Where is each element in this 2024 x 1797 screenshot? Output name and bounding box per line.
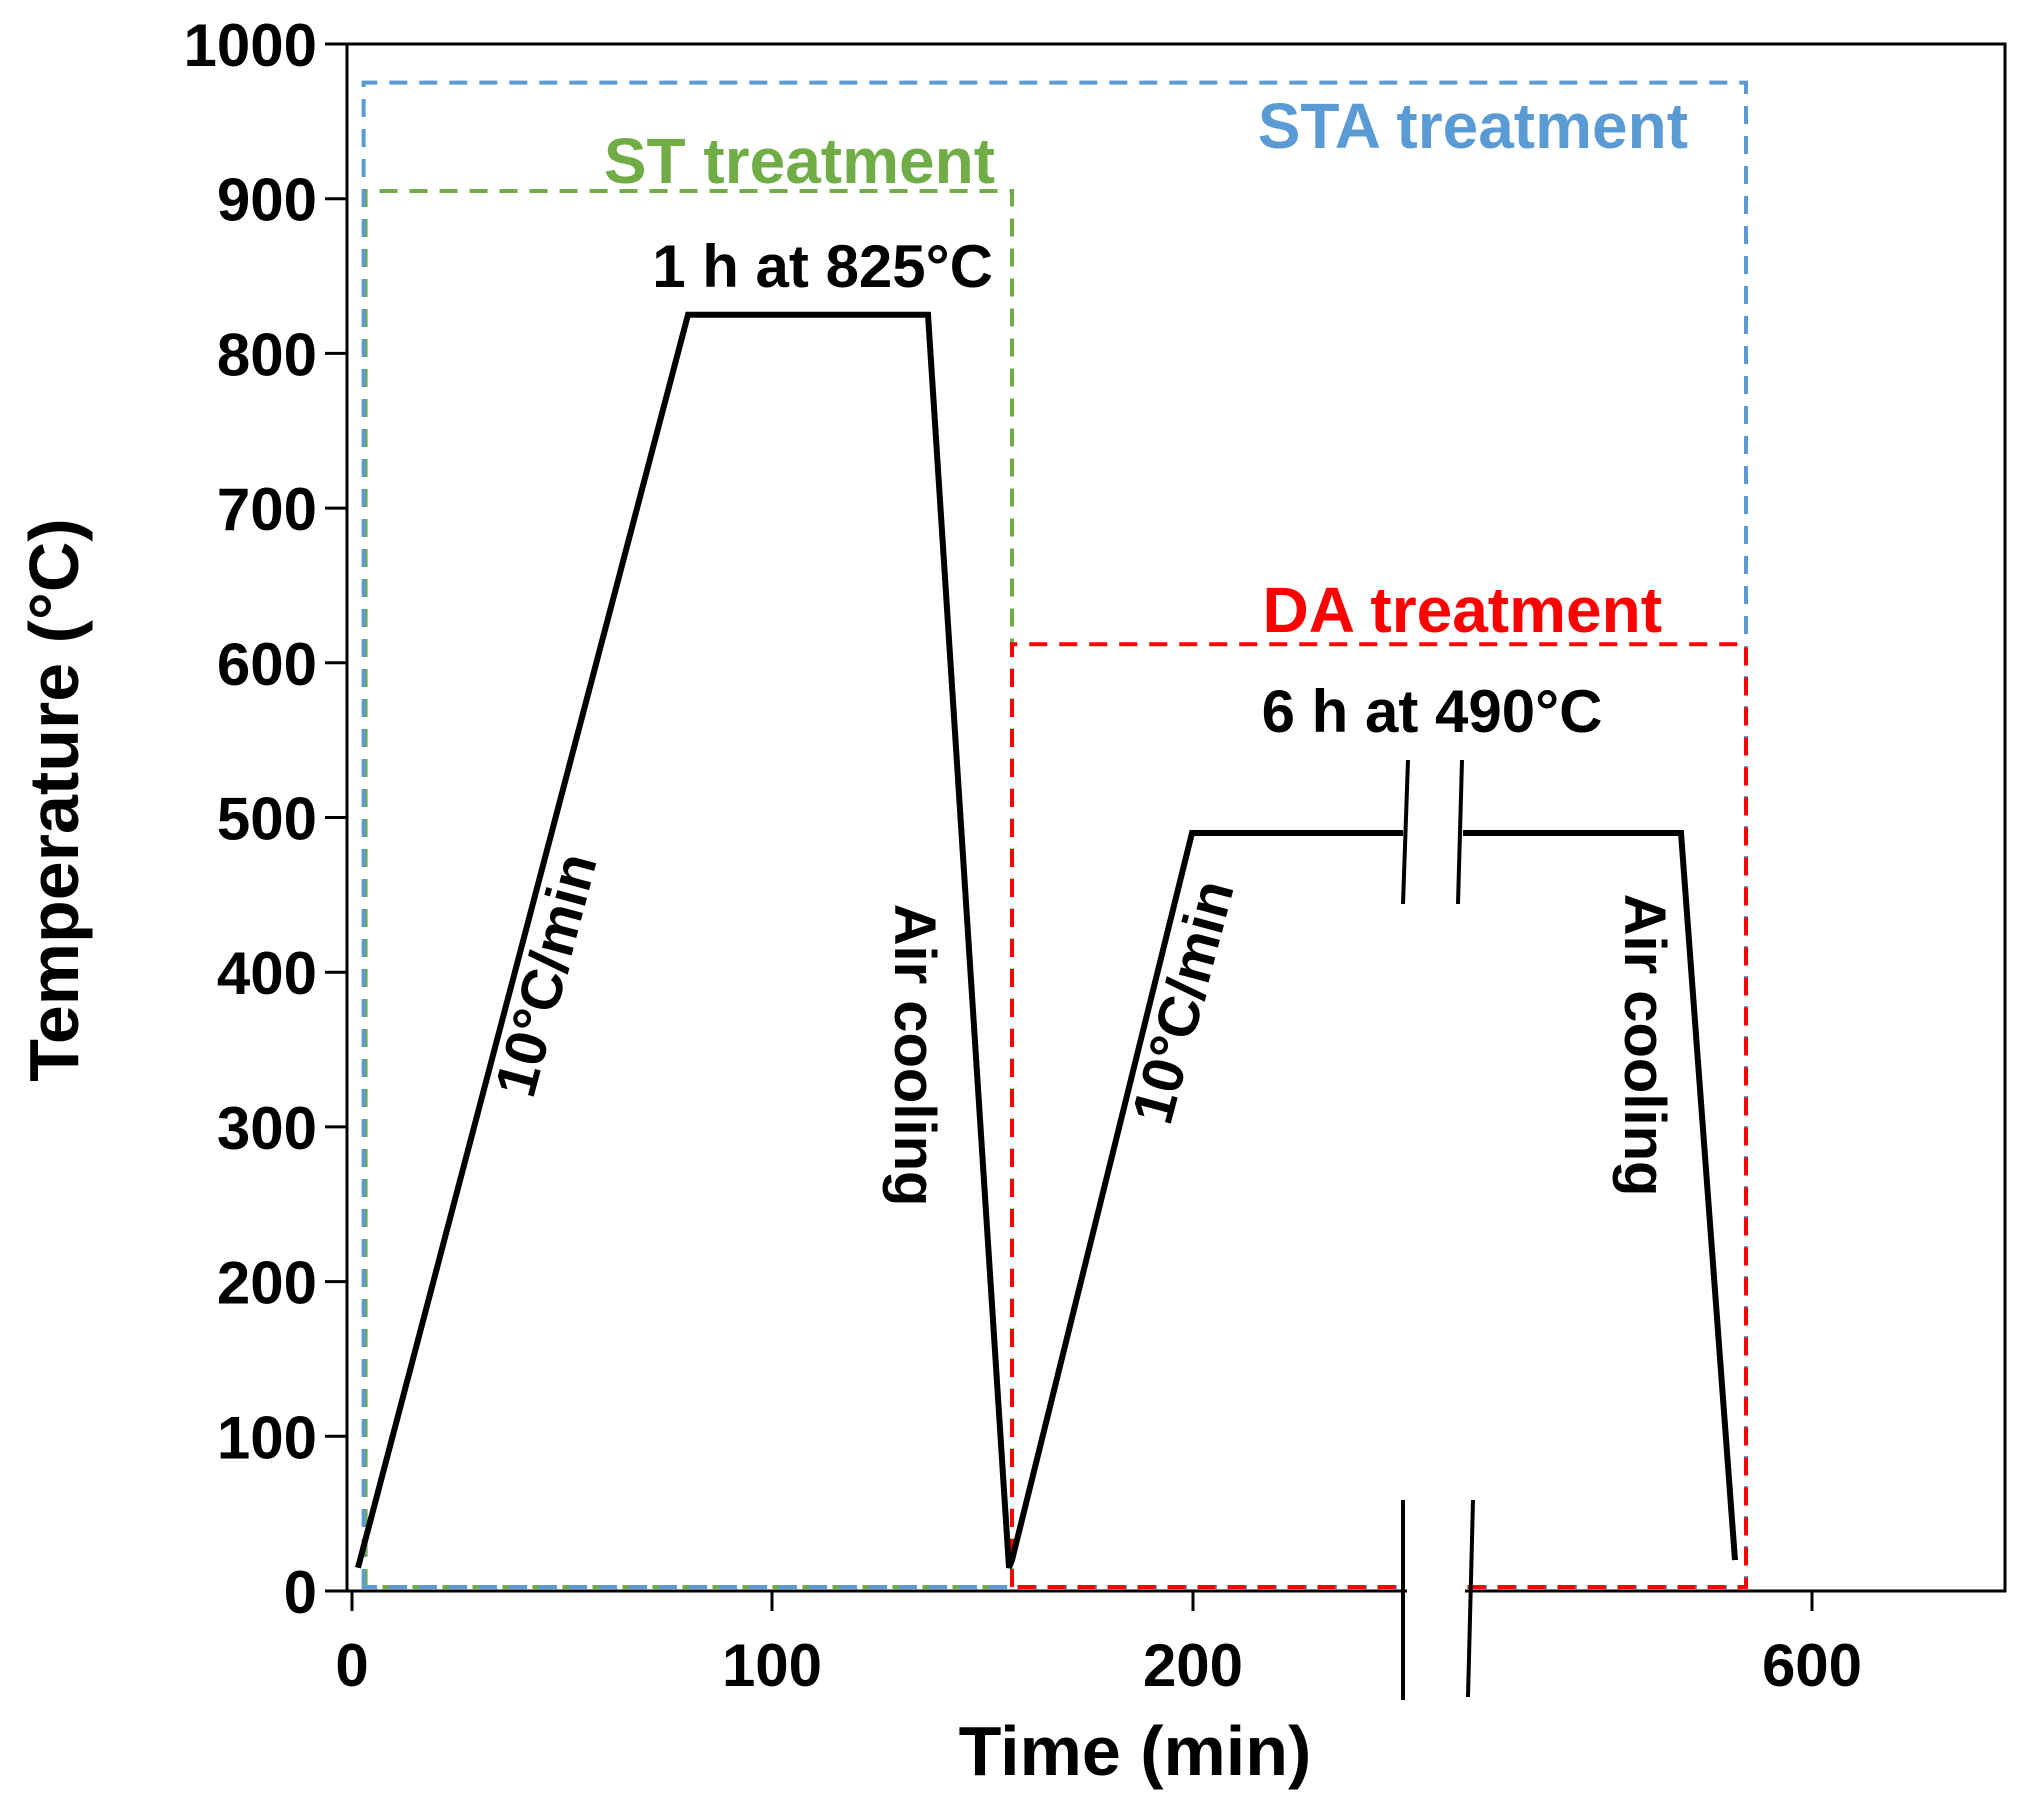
da-hold-label: 6 h at 490°C: [1262, 678, 1603, 745]
x-axis: 0 100 200 600: [335, 1591, 1862, 1699]
x-tick-label: 0: [335, 1632, 368, 1699]
x-tick-label: 200: [1143, 1632, 1243, 1699]
x-axis-break-mark: [1466, 1499, 1475, 1698]
st-cooling-label: Air cooling: [882, 904, 947, 1207]
x-axis-break-gap: [1407, 1585, 1465, 1597]
y-tick-label: 800: [217, 321, 317, 388]
y-tick-label: 200: [217, 1250, 317, 1317]
axis-breaks: [1401, 759, 1475, 1700]
da-treatment-label: DA treatment: [1263, 574, 1662, 646]
y-tick-label: 600: [217, 631, 317, 698]
y-tick-label: 700: [217, 476, 317, 543]
y-axis-title: Temperature (°C): [15, 518, 93, 1081]
region-box-da-treatment: [1010, 642, 1748, 1589]
region-box-sta-treatment: [361, 80, 1748, 1589]
x-tick-label: 100: [722, 1632, 822, 1699]
y-axis: 0 100 200 300 400 500 600 700 800 900 1000: [184, 12, 347, 1626]
profile-segment-1: [355, 311, 1403, 1569]
y-tick-label: 500: [217, 786, 317, 853]
st-treatment-label: ST treatment: [604, 125, 995, 197]
plot-area-frame: [345, 42, 2007, 1593]
st-heating-rate-label: 10°C/min: [483, 846, 610, 1103]
y-tick-label: 400: [217, 940, 317, 1007]
y-tick-label: 1000: [184, 12, 317, 79]
y-tick-label: 900: [217, 167, 317, 234]
profile-break-mark: [1401, 759, 1410, 905]
region-box-st-treatment: [363, 188, 1014, 1589]
da-cooling-label: Air cooling: [1612, 894, 1677, 1197]
y-tick-label: 0: [284, 1559, 317, 1626]
da-heating-rate-label: 10°C/min: [1120, 873, 1247, 1130]
profile-break-mark: [1456, 759, 1464, 905]
profile-segment-2: [1463, 829, 1738, 1561]
y-tick-label: 100: [217, 1404, 317, 1471]
sta-treatment-label: STA treatment: [1258, 90, 1688, 162]
y-tick-label: 300: [217, 1095, 317, 1162]
st-hold-label: 1 h at 825°C: [652, 233, 993, 300]
temperature-profile: [355, 311, 1738, 1569]
treatment-regions: [361, 80, 1748, 1589]
x-axis-title: Time (min): [959, 1712, 1312, 1790]
x-tick-label: 600: [1762, 1632, 1862, 1699]
